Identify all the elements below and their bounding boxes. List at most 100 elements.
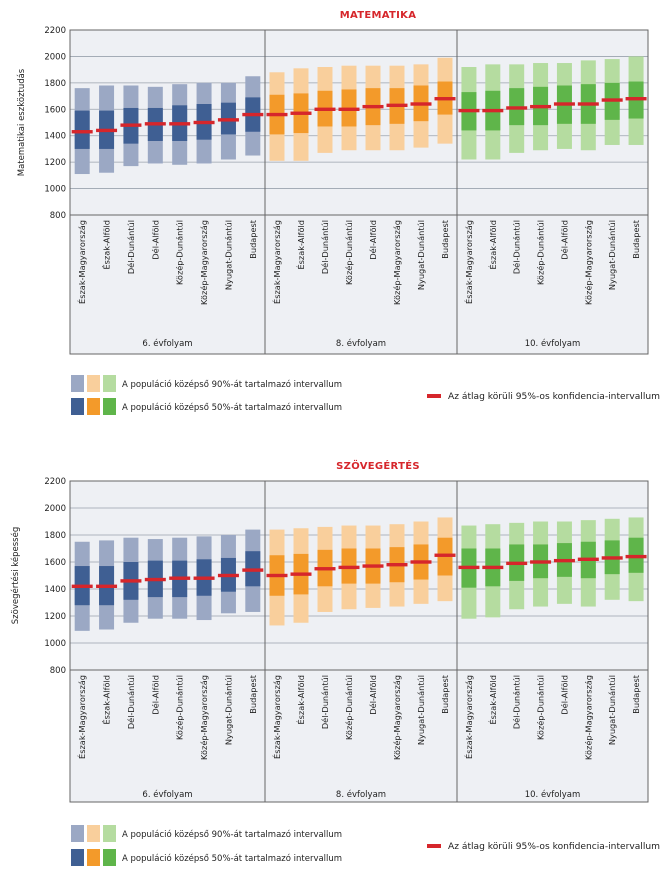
legend-label-50: A populáció középső 50%-át tartalmazó in… xyxy=(122,402,342,413)
y-tick-label: 1800 xyxy=(44,79,66,89)
mean-marker-del-dunantul xyxy=(506,106,528,110)
x-tick-label: Dél-Alföld xyxy=(368,675,378,715)
x-tick-label: Dél-Alföld xyxy=(150,220,160,260)
mean-marker-budapest xyxy=(625,97,647,101)
x-tick-label: Észak-Magyarország xyxy=(463,675,474,759)
mean-marker-eszak-magyarorszag xyxy=(266,573,288,578)
mean-marker-eszak-alfold xyxy=(96,584,118,588)
mean-marker-kozep-magyarorszag xyxy=(577,102,599,106)
x-tick-label: Közép-Magyarország xyxy=(583,675,593,760)
x-tick-label: Nyugat-Dunántúl xyxy=(416,675,426,745)
matematika-group-0: Észak-Magyarország Észak-Alföld Dél-Dunánt… xyxy=(71,76,264,349)
legend-swatch-90-0 xyxy=(71,375,84,392)
mean-marker-kozep-dunantul xyxy=(169,576,191,580)
mean-marker-eszak-alfold xyxy=(482,108,504,113)
x-tick-label: Dél-Alföld xyxy=(559,220,569,260)
x-tick-label: Nyugat-Dunántúl xyxy=(607,675,617,745)
mean-marker-kozep-magyarorszag xyxy=(193,120,215,125)
x-tick-label: Közép-Magyarország xyxy=(392,220,402,305)
x-tick-label: Nyugat-Dunántúl xyxy=(607,220,617,290)
chart-szovegertes: SZÖVEGÉRTÉS Szövegértési képesség 800 1000 1… xyxy=(10,458,660,866)
grade-label: 8. évfolyam xyxy=(336,338,386,349)
legend-swatch-90-1 xyxy=(87,825,100,842)
chart-title: SZÖVEGÉRTÉS xyxy=(336,458,420,472)
y-tick-label: 1400 xyxy=(44,132,66,142)
x-tick-label: Dél-Dunántúl xyxy=(126,675,136,729)
legend-swatch-50-1 xyxy=(87,398,100,415)
x-tick-label: Közép-Magyarország xyxy=(583,220,593,305)
grade-label: 6. évfolyam xyxy=(142,338,192,349)
x-tick-label: Észak-Magyarország xyxy=(76,675,87,759)
x-tick-label: Dél-Dunántúl xyxy=(320,220,330,274)
x-tick-label: Közép-Dunántúl xyxy=(536,675,546,740)
legend-label-90: A populáció középső 90%-át tartalmazó in… xyxy=(122,379,342,390)
y-tick-label: 1000 xyxy=(44,185,66,195)
x-tick-label: Észak-Alföld xyxy=(101,220,112,270)
plot-background xyxy=(70,481,648,802)
legend-swatch-90-2 xyxy=(103,825,116,842)
y-tick-label: 2000 xyxy=(44,504,66,514)
mean-marker-budapest xyxy=(434,553,456,557)
y-axis-label: Szövegértési képesség xyxy=(10,527,21,624)
x-tick-label: Budapest xyxy=(248,219,258,259)
x-tick-label: Észak-Alföld xyxy=(487,220,498,270)
mean-marker-kozep-dunantul xyxy=(530,104,552,109)
x-tick-label: Észak-Alföld xyxy=(295,220,306,270)
mean-marker-budapest xyxy=(434,97,456,101)
mean-marker-kozep-dunantul xyxy=(338,107,360,111)
mean-marker-nyugat-dunantul xyxy=(217,573,239,578)
szovegertes-group-1: Észak-Magyarország Észak-Alföld Dél-Dunánt… xyxy=(266,517,456,800)
y-tick-label: 800 xyxy=(50,211,66,221)
y-tick-label: 2200 xyxy=(44,477,66,487)
y-axis-label: Matematikai eszköztudás xyxy=(17,68,27,176)
mean-marker-eszak-magyarorszag xyxy=(71,584,93,588)
mean-marker-eszak-alfold xyxy=(290,111,312,115)
mean-marker-kozep-dunantul xyxy=(530,560,552,564)
chart-title: MATEMATIKA xyxy=(340,10,417,21)
mean-marker-nyugat-dunantul xyxy=(217,118,239,122)
x-tick-label: Nyugat-Dunántúl xyxy=(223,220,233,290)
x-tick-label: Észak-Magyarország xyxy=(76,220,87,304)
legend-mean-marker xyxy=(427,844,441,848)
legend-swatch-50-2 xyxy=(103,398,116,415)
mean-marker-eszak-magyarorszag xyxy=(266,112,288,117)
x-tick-label: Budapest xyxy=(440,219,450,259)
chart-matematika: MATEMATIKA Matematikai eszköztudás 800 1000… xyxy=(17,10,660,415)
x-tick-label: Észak-Magyarország xyxy=(271,675,282,759)
plot-frame xyxy=(69,480,649,803)
legend-swatch-90-0 xyxy=(71,825,84,842)
mean-marker-del-alfold xyxy=(144,577,166,582)
x-tick-label: Észak-Alföld xyxy=(487,675,498,725)
grade-label: 8. évfolyam xyxy=(336,789,386,800)
mean-marker-del-alfold xyxy=(362,104,384,109)
mean-marker-del-dunantul xyxy=(314,567,336,571)
plot-background xyxy=(70,30,648,354)
mean-marker-kozep-magyarorszag xyxy=(386,103,408,108)
y-tick-label: 2000 xyxy=(44,52,66,62)
legend-mean-marker xyxy=(427,394,441,398)
mean-marker-eszak-alfold xyxy=(482,565,504,570)
bar-50-eszak-magyarorszag xyxy=(74,110,90,149)
y-tick-label: 1600 xyxy=(44,105,66,115)
mean-marker-eszak-alfold xyxy=(96,128,118,133)
legend-label-50: A populáció középső 50%-át tartalmazó in… xyxy=(122,853,342,864)
mean-marker-nyugat-dunantul xyxy=(410,560,432,564)
mean-marker-budapest xyxy=(242,112,264,117)
legend-swatch-50-0 xyxy=(71,849,84,866)
mean-marker-budapest xyxy=(242,568,264,572)
mean-marker-kozep-magyarorszag xyxy=(193,576,215,580)
x-tick-label: Nyugat-Dunántúl xyxy=(223,675,233,745)
szovegertes-group-2: Észak-Magyarország Észak-Alföld Dél-Dunánt… xyxy=(458,517,647,800)
mean-marker-del-alfold xyxy=(553,558,575,563)
y-tick-label: 1400 xyxy=(44,585,66,595)
y-tick-label: 1200 xyxy=(44,158,66,168)
x-tick-label: Észak-Magyarország xyxy=(463,220,474,304)
mean-marker-eszak-magyarorszag xyxy=(458,108,480,113)
x-tick-label: Észak-Alföld xyxy=(295,675,306,725)
x-tick-label: Közép-Dunántúl xyxy=(536,220,546,285)
mean-marker-eszak-alfold xyxy=(290,572,312,576)
x-tick-label: Közép-Dunántúl xyxy=(344,675,354,740)
legend-swatch-50-2 xyxy=(103,849,116,866)
y-tick-label: 1600 xyxy=(44,558,66,568)
x-tick-label: Dél-Alföld xyxy=(150,675,160,715)
